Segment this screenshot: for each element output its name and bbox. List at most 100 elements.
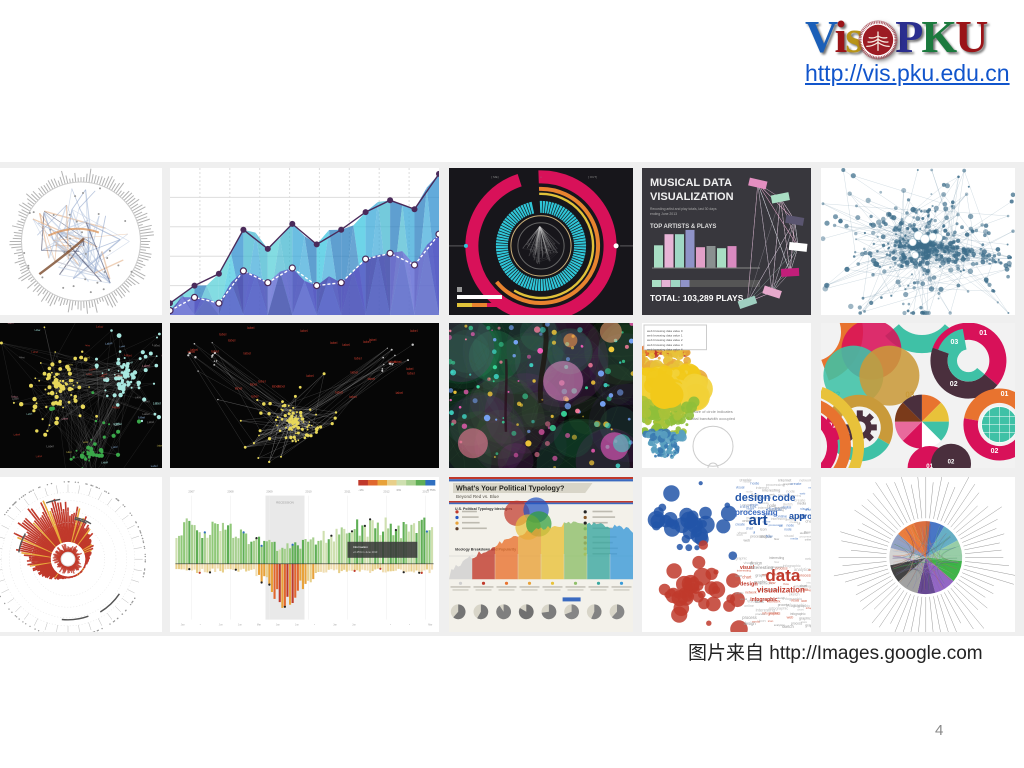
svg-text:label: label: [244, 352, 252, 356]
svg-text:label: label: [272, 385, 280, 389]
svg-text:label: label: [410, 329, 418, 333]
svg-text:web: web: [744, 538, 751, 542]
svg-text:label: label: [250, 383, 258, 387]
svg-text:label: label: [235, 387, 243, 391]
svg-text:label: label: [211, 350, 219, 354]
svg-text:icon: icon: [759, 619, 766, 623]
svg-text:label: label: [300, 329, 308, 333]
svg-text:digital: digital: [767, 507, 782, 513]
svg-text:U.S. Political Typology Ideolo: U.S. Political Typology Ideologies: [455, 507, 512, 511]
svg-text:ui: ui: [798, 522, 801, 526]
svg-text:Jan: Jan: [276, 624, 281, 627]
svg-text:Size of circle indicates: Size of circle indicates: [693, 409, 733, 414]
svg-text:01: 01: [979, 330, 987, 337]
svg-text:2010: 2010: [305, 490, 312, 494]
svg-text:network: network: [799, 479, 811, 483]
svg-text:graphic: graphic: [805, 624, 811, 628]
svg-text:Label: Label: [83, 442, 89, 444]
svg-text:Label: Label: [27, 413, 33, 415]
svg-text:01: 01: [1001, 391, 1009, 398]
svg-text:Label: Label: [66, 452, 72, 454]
svg-text:chart: chart: [742, 575, 752, 580]
svg-text:infographic: infographic: [805, 588, 811, 592]
svg-text:visual: visual: [736, 486, 745, 490]
svg-text:label: label: [306, 374, 314, 378]
svg-text:design: design: [740, 582, 758, 588]
svg-text:RECESSION: RECESSION: [276, 501, 294, 505]
svg-text:Label: Label: [12, 396, 19, 400]
svg-text:2009: 2009: [266, 490, 273, 494]
svg-text:web browsing data value 1: web browsing data value 1: [647, 334, 683, 338]
svg-text:Jun: Jun: [238, 624, 243, 627]
svg-text:web browsing data value 4: web browsing data value 4: [647, 347, 683, 351]
svg-text:Label: Label: [62, 417, 69, 421]
svg-text:code: code: [772, 493, 796, 504]
svg-text:Label: Label: [161, 355, 162, 357]
svg-text:03: 03: [951, 339, 959, 346]
svg-text:digital: digital: [782, 506, 791, 510]
svg-text:label: label: [219, 333, 227, 337]
svg-text:infographic: infographic: [790, 612, 806, 616]
svg-text:2011: 2011: [344, 490, 350, 494]
svg-text:Label: Label: [96, 324, 104, 329]
svg-text:art: art: [749, 512, 768, 529]
svg-text:project: project: [799, 512, 811, 521]
svg-text:label: label: [191, 348, 199, 352]
svg-text:label: label: [368, 377, 376, 381]
svg-text:infographic: infographic: [750, 597, 777, 603]
svg-text:label: label: [363, 340, 371, 344]
svg-text:online: online: [808, 568, 811, 572]
svg-text:process: process: [799, 573, 811, 578]
svg-text:Label: Label: [34, 330, 40, 332]
svg-text:Label: Label: [138, 415, 146, 420]
svg-text:label: label: [396, 391, 404, 395]
svg-text:Label: Label: [157, 444, 162, 447]
svg-text:Label: Label: [101, 460, 108, 464]
svg-text:web browsing data value 0: web browsing data value 0: [647, 329, 683, 333]
svg-text:label: label: [406, 367, 414, 371]
svg-text:Label: Label: [126, 360, 134, 365]
svg-text:design: design: [735, 492, 771, 504]
svg-text:Information: Information: [353, 545, 368, 549]
svg-text:Label: Label: [143, 399, 150, 403]
svg-text:label: label: [258, 380, 266, 384]
svg-text:Label: Label: [153, 401, 161, 405]
svg-text:+0.25% in June 2013: +0.25% in June 2013: [353, 550, 378, 554]
svg-text:internet: internet: [740, 504, 757, 509]
svg-text:Recording artist and play tota: Recording artist and play totals, last 3…: [650, 207, 717, 211]
svg-text:02: 02: [991, 448, 999, 455]
svg-text:online: online: [805, 538, 811, 542]
svg-text:label: label: [342, 343, 350, 347]
svg-text:graphic: graphic: [735, 591, 744, 595]
svg-text:Beyond Red vs. Blue: Beyond Red vs. Blue: [456, 494, 499, 499]
svg-text:label: label: [228, 339, 236, 343]
svg-text:MUSICAL DATA: MUSICAL DATA: [650, 177, 732, 189]
svg-text:visual: visual: [806, 580, 811, 584]
svg-text:web browsing data value 3: web browsing data value 3: [647, 343, 683, 347]
svg-text:network: network: [745, 590, 757, 594]
svg-text:[ OUT]: [ OUT]: [588, 175, 597, 179]
svg-text:Label: Label: [89, 367, 96, 372]
svg-text:web browsing data value 2: web browsing data value 2: [647, 338, 683, 342]
svg-text:visualization: visualization: [757, 586, 805, 595]
svg-text:label: label: [330, 341, 338, 345]
svg-text:network: network: [805, 557, 811, 561]
svg-text:Jan: Jan: [333, 624, 338, 627]
svg-text:2008: 2008: [227, 490, 234, 494]
svg-text:•: •: [540, 175, 541, 179]
svg-text:media: media: [797, 502, 806, 506]
svg-text:[ ME]: [ ME]: [491, 175, 498, 179]
svg-text:Label: Label: [115, 373, 123, 378]
svg-text:2012: 2012: [383, 490, 390, 494]
svg-text:online: online: [744, 604, 754, 608]
svg-text:graphic: graphic: [736, 556, 748, 560]
svg-text:Label: Label: [31, 350, 38, 354]
svg-text:01: 01: [926, 464, 933, 468]
svg-text:icon: icon: [768, 619, 774, 623]
svg-text:label: label: [354, 356, 362, 360]
svg-text:Label: Label: [36, 454, 43, 458]
svg-text:Label: Label: [151, 464, 158, 468]
svg-text:label: label: [251, 394, 259, 398]
svg-text:Label: Label: [105, 341, 113, 346]
svg-text:icon: icon: [736, 574, 743, 578]
